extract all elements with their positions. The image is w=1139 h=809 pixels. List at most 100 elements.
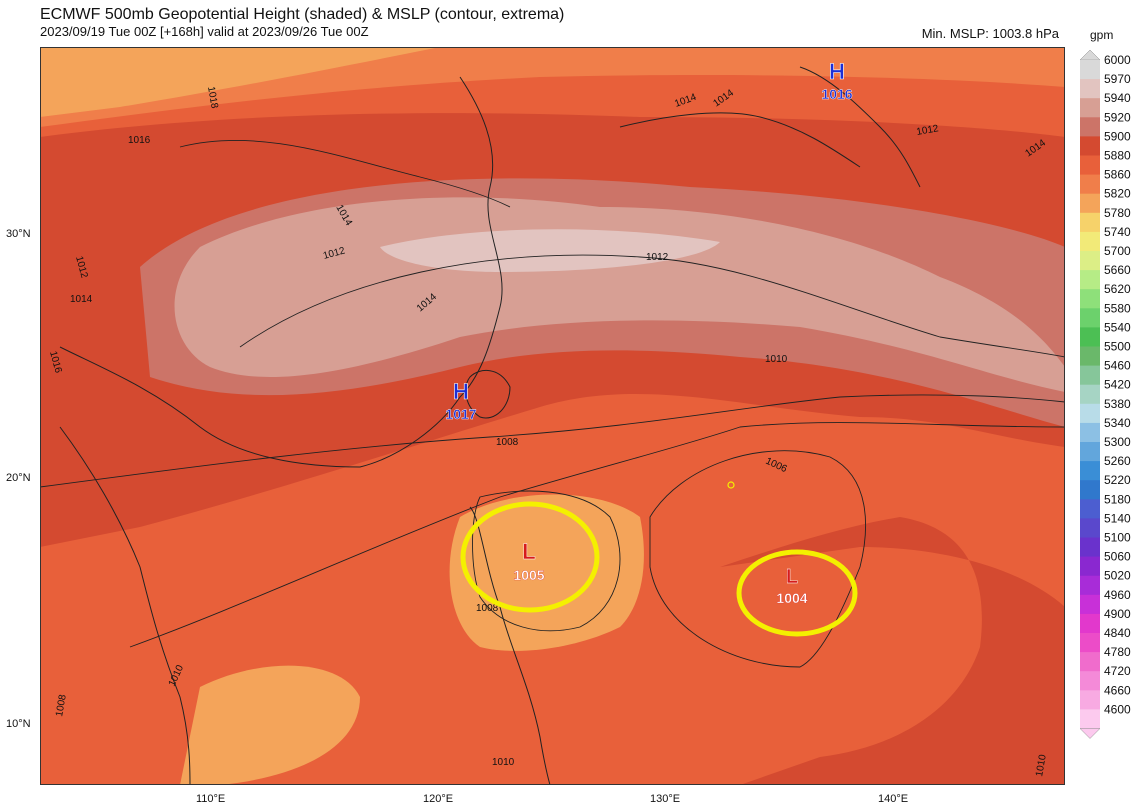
colorbar-swatch [1080, 327, 1100, 347]
colorbar-label: 5970 [1104, 72, 1131, 86]
colorbar-swatch [1080, 594, 1100, 615]
colorbar-swatch [1080, 403, 1100, 424]
colorbar-swatch [1080, 270, 1100, 290]
extrema-high-value: 1016 [821, 86, 852, 102]
colorbar-swatch [1080, 231, 1100, 252]
extrema-low-symbol: L [786, 566, 798, 588]
colorbar-label: 5780 [1104, 206, 1131, 220]
colorbar-label: 5740 [1104, 225, 1131, 239]
colorbar-label: 5340 [1104, 416, 1131, 430]
colorbar-label: 5940 [1104, 91, 1131, 105]
colorbar-swatch [1080, 556, 1100, 577]
colorbar-label: 5180 [1104, 492, 1131, 506]
extrema-low-symbol: L [522, 539, 535, 564]
band-5970 [380, 229, 720, 272]
colorbar-label: 5380 [1104, 397, 1131, 411]
colorbar-swatch [1080, 613, 1100, 634]
isobar-label: 1010 [765, 354, 788, 365]
colorbar-label: 5140 [1104, 511, 1131, 525]
colorbar-label: 5900 [1104, 129, 1131, 143]
colorbar-arrow-top [1079, 49, 1101, 61]
colorbar-swatch [1080, 117, 1100, 137]
colorbar-swatch [1080, 346, 1100, 367]
colorbar-label: 6000 [1104, 53, 1131, 67]
colorbar-swatch [1080, 174, 1100, 195]
colorbar-label: 4900 [1104, 607, 1131, 621]
colorbar-label: 5220 [1104, 473, 1131, 487]
lat-label: 10°N [6, 718, 31, 730]
colorbar-swatch [1080, 422, 1100, 443]
colorbar-label: 5420 [1104, 378, 1131, 392]
highlight-circle [460, 501, 600, 613]
isobar-label: 1016 [128, 135, 151, 146]
colorbar-label: 4960 [1104, 588, 1131, 602]
colorbar-swatch [1080, 575, 1100, 596]
colorbar-label: 5660 [1104, 263, 1131, 277]
colorbar-label: 5060 [1104, 550, 1131, 564]
colorbar-swatch [1080, 155, 1100, 176]
colorbar-swatch [1080, 652, 1100, 672]
colorbar-swatch [1080, 212, 1100, 233]
isobar-label: 1010 [1034, 753, 1049, 777]
colorbar-label: 4840 [1104, 626, 1131, 640]
isobar-label: 1008 [476, 603, 499, 614]
colorbar-label: 4600 [1104, 702, 1131, 716]
colorbar-label: 4660 [1104, 683, 1131, 697]
colorbar-label: 5880 [1104, 149, 1131, 163]
colorbar-label: 5460 [1104, 359, 1131, 373]
isobar-label: 1010 [492, 757, 515, 768]
colorbar-label: 5820 [1104, 187, 1131, 201]
colorbar-swatch [1080, 79, 1100, 99]
lat-label: 20°N [6, 472, 31, 484]
colorbar-swatch [1080, 518, 1100, 538]
isobar-label: 1012 [646, 252, 669, 263]
map-subtitle: 2023/09/19 Tue 00Z [+168h] valid at 2023… [40, 24, 369, 39]
colorbar-swatch [1080, 671, 1100, 691]
colorbar-swatch [1080, 461, 1100, 481]
min-mslp-readout: Min. MSLP: 1003.8 hPa [921, 26, 1059, 41]
colorbar-swatch [1080, 251, 1100, 271]
band-5860-south-east [720, 517, 1065, 785]
band-5820-north [40, 47, 440, 117]
colorbar-label: 5020 [1104, 569, 1131, 583]
lat-label: 30°N [6, 228, 31, 240]
colorbar-label: 5260 [1104, 454, 1131, 468]
lon-label: 110°E [196, 793, 226, 805]
colorbar-label: 4720 [1104, 664, 1131, 678]
colorbar-swatch [1080, 442, 1100, 462]
isobar-label: 1014 [70, 294, 93, 305]
band-5860-low [449, 494, 644, 651]
isobar-label: 1008 [496, 437, 519, 448]
colorbar-label: 4780 [1104, 645, 1131, 659]
colorbar-label: 5540 [1104, 320, 1131, 334]
colorbar-label: 5920 [1104, 110, 1131, 124]
colorbar-label: 5700 [1104, 244, 1131, 258]
colorbar-swatch [1080, 384, 1100, 405]
map-title: ECMWF 500mb Geopotential Height (shaded)… [40, 6, 565, 23]
colorbar-swatch [1080, 98, 1100, 118]
colorbar-swatch [1080, 136, 1100, 156]
lon-label: 140°E [878, 793, 909, 805]
colorbar-swatch [1080, 308, 1100, 328]
colorbar-label: 5580 [1104, 301, 1131, 315]
colorbar: 6000 5970 5940 5920 5900 5880 5860 5820 5780 5740… [1079, 49, 1131, 739]
colorbar-swatch [1080, 537, 1100, 558]
colorbar-label: 5100 [1104, 531, 1131, 545]
colorbar-swatch [1080, 365, 1100, 386]
colorbar-swatch [1080, 499, 1100, 519]
colorbar-arrow-bottom [1079, 728, 1101, 739]
colorbar-swatch [1080, 289, 1100, 309]
colorbar-swatch [1080, 60, 1100, 80]
colorbar-label: 5860 [1104, 168, 1131, 182]
extrema-low-value: 1004 [776, 590, 807, 606]
colorbar-unit: gpm [1090, 28, 1114, 42]
highlight-circle [736, 549, 858, 637]
weather-map: 1018 1016 1014 1012 1012 1014 1016 1014 … [40, 47, 1065, 785]
colorbar-label: 5620 [1104, 282, 1131, 296]
extrema-high-symbol: H [829, 59, 845, 84]
extrema-high-value: 1017 [445, 406, 476, 422]
isobar-label: 1012 [916, 123, 940, 138]
isobar-label: 1008 [54, 693, 69, 717]
colorbar-label: 5300 [1104, 435, 1131, 449]
extrema-high-symbol: H [453, 379, 469, 404]
